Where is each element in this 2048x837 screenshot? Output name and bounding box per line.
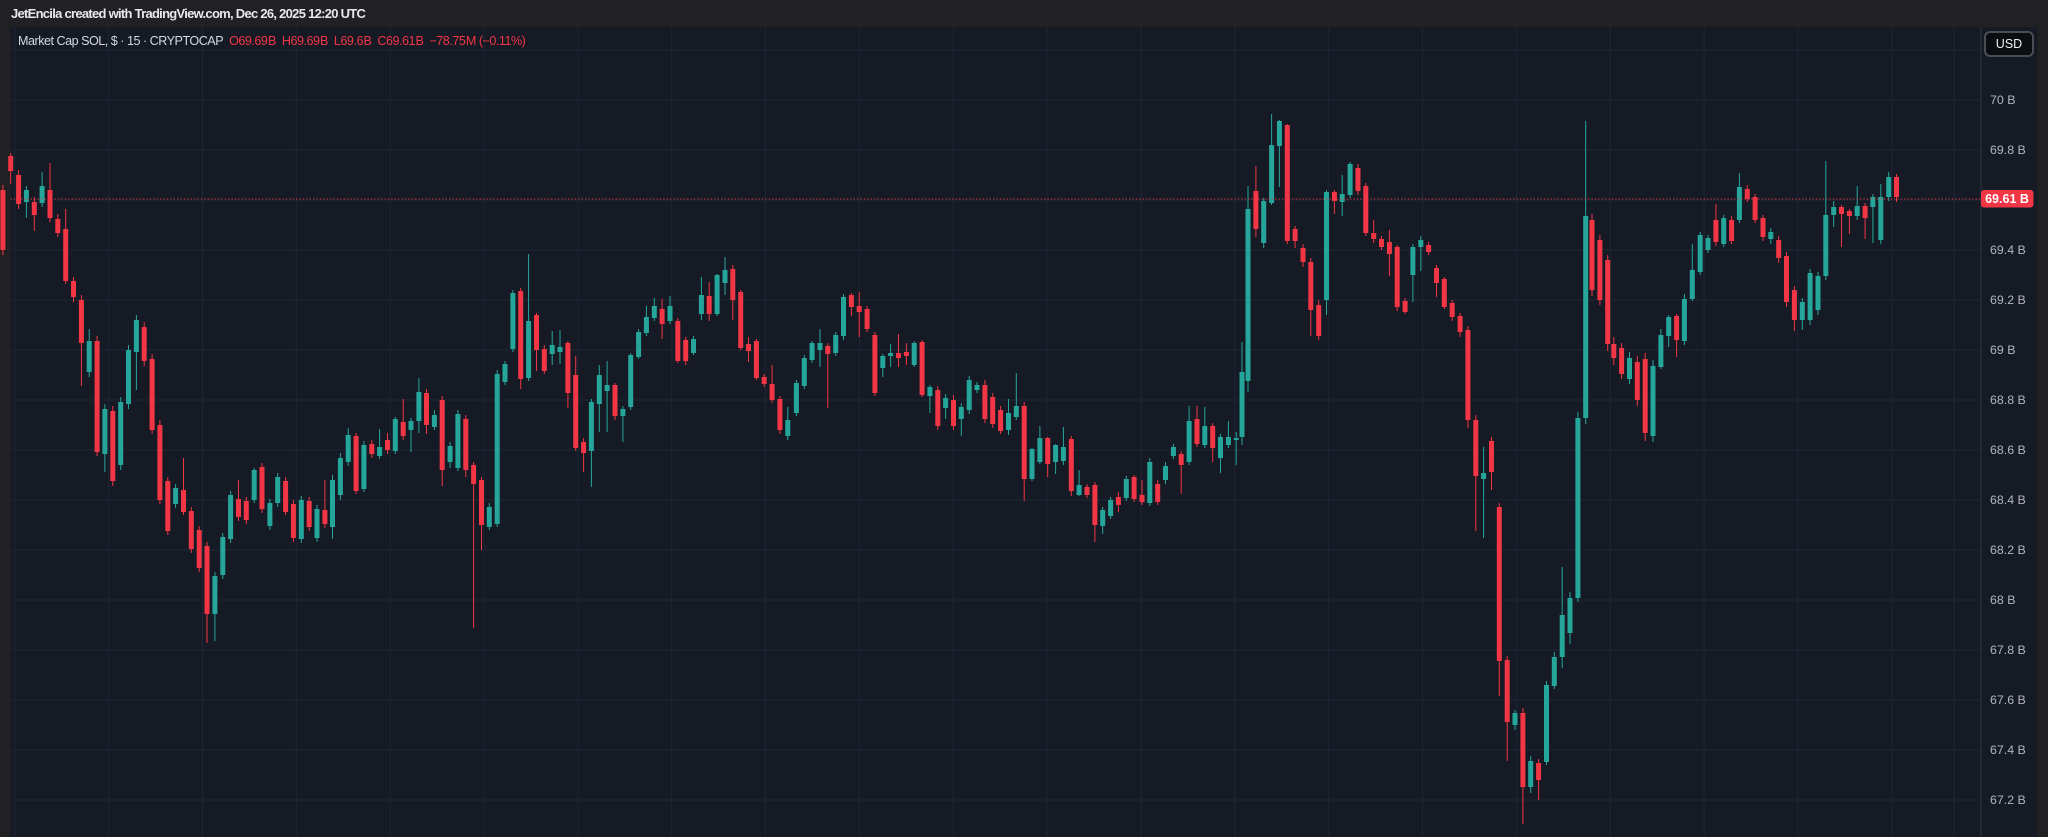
svg-text:68 B: 68 B	[1990, 593, 2016, 607]
svg-text:69.8 B: 69.8 B	[1990, 143, 2026, 157]
svg-text:68.4 B: 68.4 B	[1990, 493, 2026, 507]
svg-text:68.6 B: 68.6 B	[1990, 443, 2026, 457]
svg-text:68.8 B: 68.8 B	[1990, 393, 2026, 407]
svg-text:69.4 B: 69.4 B	[1990, 243, 2026, 257]
svg-text:70 B: 70 B	[1990, 93, 2016, 107]
svg-text:69.2 B: 69.2 B	[1990, 293, 2026, 307]
svg-text:67.6 B: 67.6 B	[1990, 693, 2026, 707]
svg-text:69.61 B: 69.61 B	[1985, 192, 2029, 206]
svg-text:68.2 B: 68.2 B	[1990, 543, 2026, 557]
svg-text:67.2 B: 67.2 B	[1990, 793, 2026, 807]
svg-text:67.4 B: 67.4 B	[1990, 743, 2026, 757]
svg-text:69 B: 69 B	[1990, 343, 2016, 357]
svg-text:67.8 B: 67.8 B	[1990, 643, 2026, 657]
